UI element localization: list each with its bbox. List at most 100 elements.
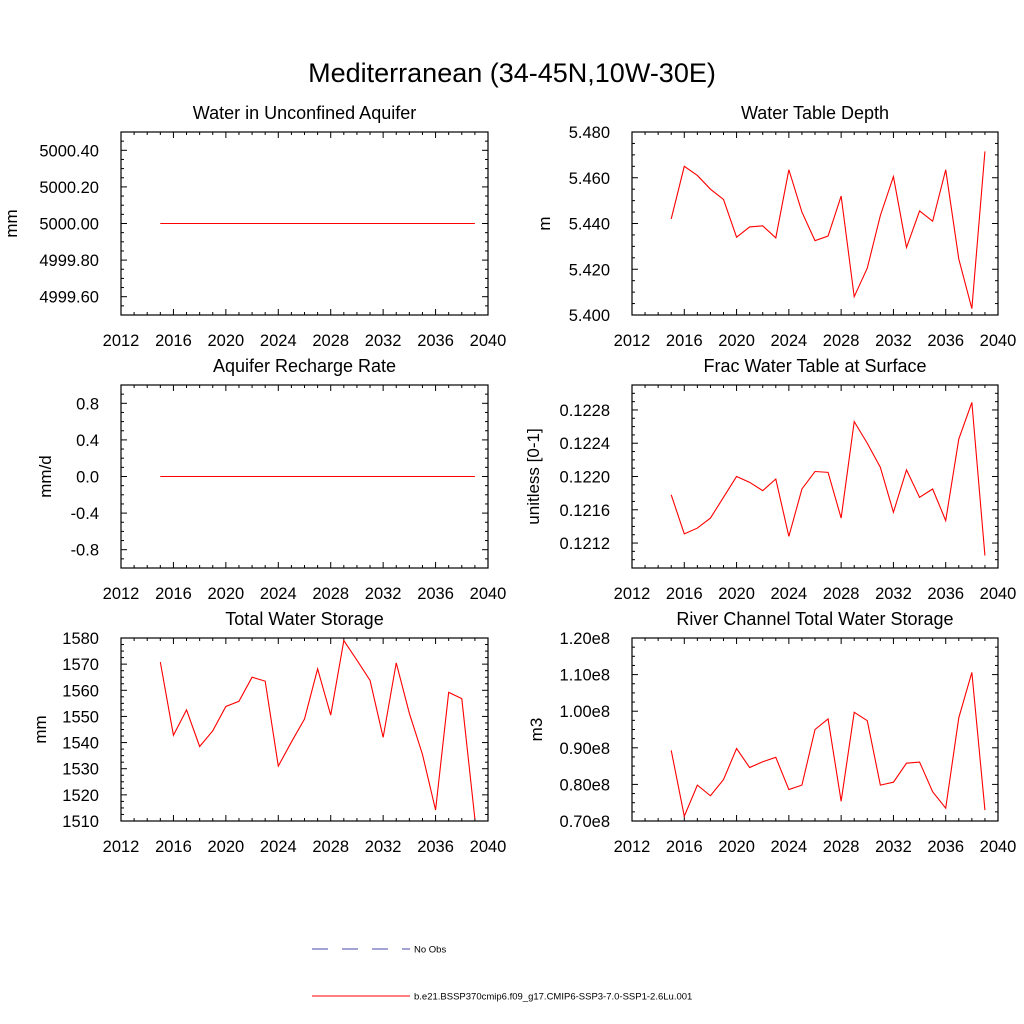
panel-water-in-unconfined-aquifer: Water in Unconfined Aquifer 2012 2016 2020 2…: [2, 103, 506, 350]
x-tick-label: 2040: [470, 332, 507, 350]
figure-title: Mediterranean (34-45N,10W-30E): [308, 58, 716, 88]
y-tick-label: 5.440: [569, 216, 610, 234]
x-tick-label: 2016: [666, 585, 703, 603]
y-axis-label: mm: [2, 209, 21, 237]
x-tick-label: 2012: [614, 838, 651, 856]
y-tick-label: 1510: [62, 813, 99, 831]
y-tick-label: 1570: [62, 656, 99, 674]
y-tick-label: 4999.60: [39, 289, 99, 307]
y-tick-label: 1520: [62, 787, 99, 805]
x-tick-label: 2032: [365, 585, 402, 603]
y-tick-label: 1.20e8: [560, 630, 610, 648]
x-tick-label: 2024: [260, 585, 297, 603]
panel-title: Water Table Depth: [741, 103, 889, 123]
y-tick-label: 0.1220: [560, 469, 610, 487]
x-tick-label: 2036: [417, 585, 454, 603]
x-tick-label: 2016: [666, 332, 703, 350]
legend-item: b.e21.BSSP370cmip6.f09_g17.CMIP6-SSP3-7.…: [312, 992, 692, 1003]
panel-water-table-depth: Water Table Depth 2012 2016 2020 2024 2028 203…: [535, 103, 1016, 350]
x-tick-label: 2024: [260, 332, 297, 350]
x-tick-label: 2028: [312, 838, 349, 856]
x-tick-label: 2020: [718, 332, 755, 350]
y-tick-label: 0.1216: [560, 502, 610, 520]
series-line: [159, 639, 476, 819]
y-axis-label: unitless [0-1]: [524, 428, 543, 524]
y-tick-label: 5000.40: [39, 142, 99, 160]
y-axis-label: m3: [527, 718, 546, 742]
y-tick-label: 5.460: [569, 170, 610, 188]
y-tick-label: 0.70e8: [560, 813, 610, 831]
y-tick-label: 1550: [62, 708, 99, 726]
legend-label: No Obs: [414, 945, 446, 956]
y-tick-label: 0.1212: [560, 535, 610, 553]
legend-label: b.e21.BSSP370cmip6.f09_g17.CMIP6-SSP3-7.…: [414, 992, 692, 1003]
panels: Water in Unconfined Aquifer 2012 2016 2020 2…: [2, 103, 1016, 856]
x-tick-label: 2040: [470, 585, 507, 603]
y-tick-label: 0.80e8: [560, 776, 610, 794]
x-tick-label: 2036: [927, 332, 964, 350]
x-tick-label: 2028: [312, 585, 349, 603]
x-tick-label: 2012: [103, 332, 140, 350]
legend-item: No Obs: [312, 945, 446, 956]
x-tick-label: 2016: [155, 332, 192, 350]
y-tick-label: 0.1228: [560, 402, 610, 420]
x-tick-label: 2036: [927, 838, 964, 856]
x-tick-label: 2040: [470, 838, 507, 856]
x-tick-label: 2012: [614, 332, 651, 350]
x-tick-label: 2020: [207, 332, 244, 350]
panel-title: Frac Water Table at Surface: [703, 356, 926, 376]
panel-aquifer-recharge-rate: Aquifer Recharge Rate 2012 2016 2020 2024 202…: [36, 356, 506, 603]
x-tick-label: 2036: [417, 838, 454, 856]
x-tick-label: 2040: [980, 332, 1017, 350]
x-tick-label: 2028: [823, 332, 860, 350]
y-tick-label: -0.4: [71, 505, 99, 523]
x-tick-label: 2036: [417, 332, 454, 350]
y-tick-label: 1560: [62, 682, 99, 700]
y-tick-label: 5000.00: [39, 216, 99, 234]
x-tick-label: 2028: [312, 332, 349, 350]
x-tick-label: 2040: [980, 585, 1017, 603]
y-tick-label: 0.8: [76, 395, 99, 413]
x-tick-label: 2020: [207, 585, 244, 603]
y-axis-label: m: [535, 216, 554, 230]
x-tick-label: 2032: [875, 585, 912, 603]
series-line: [670, 402, 986, 556]
y-tick-label: 0.1224: [560, 435, 610, 453]
x-tick-label: 2032: [875, 838, 912, 856]
y-axis-label: mm/d: [36, 455, 55, 498]
x-tick-label: 2024: [260, 838, 297, 856]
series-line: [670, 151, 986, 309]
panel-total-water-storage: Total Water Storage 2012 2016 2020 2024 2028 2…: [31, 609, 506, 856]
y-tick-label: 1540: [62, 735, 99, 753]
x-tick-label: 2036: [927, 585, 964, 603]
panel-frac-water-table-at-surface: Frac Water Table at Surface 2012 2016 2020 2…: [524, 356, 1016, 603]
x-tick-label: 2012: [614, 585, 651, 603]
legend: No Obs b.e21.BSSP370cmip6.f09_g17.CMIP6-S…: [312, 945, 692, 1003]
x-tick-label: 2020: [718, 585, 755, 603]
x-tick-label: 2012: [103, 585, 140, 603]
panel-title: Water in Unconfined Aquifer: [193, 103, 416, 123]
x-tick-label: 2028: [823, 585, 860, 603]
panel-title: Total Water Storage: [225, 609, 383, 629]
x-tick-label: 2032: [365, 332, 402, 350]
x-tick-label: 2016: [155, 585, 192, 603]
y-tick-label: 5000.20: [39, 179, 99, 197]
y-tick-label: 5.480: [569, 124, 610, 142]
x-tick-label: 2028: [823, 838, 860, 856]
y-tick-label: 1.10e8: [560, 667, 610, 685]
series-line: [670, 672, 986, 819]
y-tick-label: -0.8: [71, 542, 99, 560]
x-tick-label: 2012: [103, 838, 140, 856]
panel-river-channel-total-water-storage: River Channel Total Water Storage 2012 201…: [527, 609, 1016, 856]
y-tick-label: 5.420: [569, 261, 610, 279]
y-tick-label: 0.0: [76, 469, 99, 487]
y-tick-label: 1530: [62, 761, 99, 779]
y-tick-label: 5.400: [569, 307, 610, 325]
x-tick-label: 2016: [155, 838, 192, 856]
panel-title: River Channel Total Water Storage: [676, 609, 953, 629]
panel-title: Aquifer Recharge Rate: [213, 356, 396, 376]
y-tick-label: 1580: [62, 630, 99, 648]
y-tick-label: 4999.80: [39, 252, 99, 270]
